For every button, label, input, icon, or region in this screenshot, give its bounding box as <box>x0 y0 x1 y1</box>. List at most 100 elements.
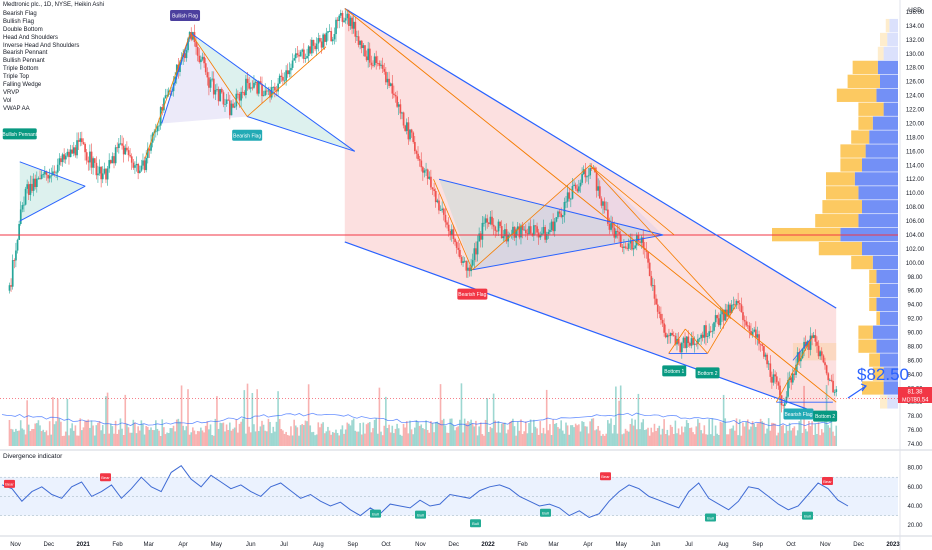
legend-item[interactable]: Bearish Pennant <box>3 50 48 57</box>
bull-signal-box[interactable] <box>705 513 716 522</box>
price-callout: $82.50 <box>847 365 909 399</box>
bull-signal-box[interactable] <box>540 508 551 517</box>
candle-body <box>72 147 75 154</box>
pattern-label-box[interactable] <box>695 367 720 379</box>
bullish-flag-pole[interactable] <box>161 32 192 124</box>
legend-item[interactable]: Double Bottom <box>3 26 43 33</box>
candle-body <box>360 40 363 49</box>
volume-bar <box>21 428 24 446</box>
time-axis[interactable]: Nov Dec 2021 Feb Mar Apr May Jun Jul Aug Sep Oct Nov… <box>10 542 900 548</box>
triangle-lower[interactable] <box>472 234 664 271</box>
vrvp-bar-down <box>876 311 880 325</box>
pattern-label-box[interactable] <box>813 410 838 422</box>
candle-body <box>282 76 284 81</box>
price-tick: 114.00 <box>906 163 925 169</box>
bull-signal-box[interactable] <box>370 509 381 518</box>
volume-bar <box>90 420 93 446</box>
bullish-flag-lower[interactable] <box>247 116 355 152</box>
candle-body <box>459 249 461 258</box>
volume-bar <box>278 419 281 446</box>
legend-item[interactable]: VWAP AA <box>3 105 30 112</box>
pattern-label-box[interactable] <box>783 408 814 420</box>
volume-bar <box>430 421 432 446</box>
triangle-zigzag[interactable] <box>589 164 675 236</box>
legend-item[interactable]: Bullish Pennant <box>3 58 45 65</box>
double-bottom-leg[interactable] <box>707 304 737 354</box>
bear-signal-box[interactable] <box>600 472 611 481</box>
legend-item[interactable]: Falling Wedge <box>3 82 42 89</box>
channel-upper-line[interactable] <box>344 7 837 309</box>
legend-item[interactable]: VRVP <box>3 89 20 96</box>
legend-item[interactable]: Triple Bottom <box>3 66 39 73</box>
candle-body <box>602 201 604 206</box>
double-bottom-leg[interactable] <box>685 328 708 354</box>
volume-bar <box>254 431 257 446</box>
volume-bar <box>185 426 188 446</box>
candle-body <box>730 304 733 313</box>
bear-signal-box[interactable] <box>100 473 111 482</box>
bull-signal-box[interactable] <box>415 510 426 519</box>
candle-body <box>737 300 740 304</box>
legend-item[interactable]: Bullish Flag <box>3 18 35 25</box>
pennant-upper[interactable] <box>19 161 86 187</box>
pattern-label-box[interactable] <box>232 129 263 141</box>
candle-body <box>89 151 91 163</box>
volume-bar <box>737 435 739 446</box>
legend-item[interactable]: Triple Top <box>3 74 30 81</box>
volume-bar <box>460 383 463 446</box>
legend-item[interactable]: Vol <box>3 97 12 104</box>
bull-signal-box[interactable] <box>470 519 481 528</box>
candle-body <box>764 354 767 357</box>
candle-body <box>830 379 833 381</box>
pattern-label-box[interactable] <box>170 9 201 21</box>
wedge-upper[interactable] <box>792 335 814 361</box>
price-tick: 134.00 <box>906 24 925 30</box>
volume-bar <box>34 423 36 446</box>
pattern-label-box[interactable] <box>662 365 687 377</box>
volume-bar <box>553 423 556 446</box>
candle-body <box>555 217 558 222</box>
candle-body <box>433 189 436 192</box>
channel-lower-line[interactable] <box>344 241 837 421</box>
volume-bar <box>270 433 273 446</box>
volume-bar <box>414 427 416 446</box>
bull-signal-box[interactable] <box>802 511 813 520</box>
legend-item[interactable]: Bearish Flag <box>3 10 37 17</box>
triangle-zigzag[interactable] <box>433 179 473 270</box>
price-tick: 88.00 <box>907 344 923 350</box>
candle-body <box>534 225 537 227</box>
bullish-flag-zigzag[interactable] <box>144 32 191 159</box>
vrvp-bar-down <box>869 283 880 298</box>
triangle-zigzag[interactable] <box>589 164 732 319</box>
candle-body <box>323 34 326 42</box>
volume-bar <box>349 425 352 446</box>
double-bottom-leg[interactable] <box>668 328 686 354</box>
candle-body <box>798 352 801 362</box>
channel-median-line[interactable] <box>344 8 837 403</box>
bear-signal-box[interactable] <box>4 479 15 488</box>
legend-item[interactable]: Head And Shoulders <box>3 34 59 41</box>
pennant-lower[interactable] <box>19 185 86 222</box>
volume-bar <box>138 430 141 446</box>
candle-body <box>108 160 111 169</box>
bullish-flag-zigzag[interactable] <box>246 46 327 117</box>
wedge-zigzag[interactable] <box>775 335 814 403</box>
candle-body <box>256 81 259 94</box>
volume-bar <box>434 422 437 446</box>
candle-body <box>100 166 103 180</box>
pattern-label-box[interactable] <box>2 128 37 140</box>
bear-signal-box[interactable] <box>822 477 833 486</box>
volume-bar <box>644 429 646 446</box>
triangle-upper[interactable] <box>438 178 664 236</box>
candle-body <box>500 226 503 239</box>
volume-bar <box>561 430 564 446</box>
volume-bar <box>759 418 762 446</box>
bullish-flag-zigzag[interactable] <box>190 32 248 117</box>
triangle-zigzag[interactable] <box>472 164 591 271</box>
pattern-label-box[interactable] <box>457 288 488 300</box>
price-axis[interactable]: 136.00 134.00 132.00 130.00 128.00 126.00 124.… <box>906 10 925 448</box>
bullish-flag-upper[interactable] <box>190 32 356 152</box>
candle-body <box>521 225 524 231</box>
legend-item[interactable]: Inverse Head And Shoulders <box>3 42 80 49</box>
